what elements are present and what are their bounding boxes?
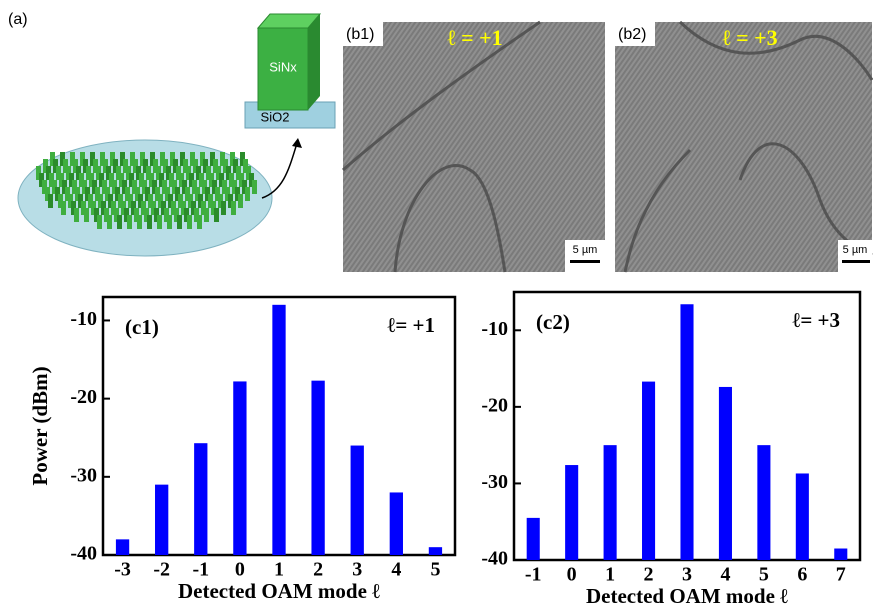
x-tick-label: -2 (153, 559, 170, 581)
bar (834, 549, 847, 560)
x-tick-label: 3 (682, 564, 692, 586)
x-tick-label: 2 (644, 564, 654, 586)
pillar (167, 215, 172, 229)
pillar (187, 215, 192, 229)
pillar (84, 208, 89, 222)
pillar (252, 180, 257, 194)
pillar (61, 201, 66, 215)
x-tick-label: 5 (430, 559, 440, 581)
arrowhead (292, 138, 302, 148)
scale-bar (842, 260, 870, 263)
pillar (48, 194, 53, 208)
pillar (238, 194, 243, 208)
mode-label: ℓ = +3 (722, 25, 777, 50)
y-tick-label: -30 (481, 471, 508, 493)
pillar (221, 201, 226, 215)
pillar-label: SiNx (269, 59, 297, 74)
mode-annotation: ℓ= +1 (387, 313, 435, 337)
pillar (107, 215, 112, 229)
pillar (157, 215, 162, 229)
sem-image (615, 22, 872, 272)
bar (719, 387, 732, 560)
mode-annotation: ℓ= +3 (792, 308, 840, 332)
scale-bar (570, 260, 600, 263)
panel-label: (b2) (618, 26, 646, 43)
base-label: SiO2 (261, 109, 290, 124)
pillar (197, 215, 202, 229)
bar (351, 446, 364, 555)
x-tick-label: 0 (567, 564, 577, 586)
bar (429, 547, 442, 555)
bar (194, 443, 207, 555)
x-tick-label: -1 (192, 559, 209, 581)
x-tick-label: 0 (235, 559, 245, 581)
x-tick-label: 4 (391, 559, 401, 581)
x-tick-label: 5 (759, 564, 769, 586)
x-tick-label: -3 (114, 559, 131, 581)
x-tick-label: 6 (797, 564, 807, 586)
page: {"figure": {"panel_a": "(a)", "pillar_to… (0, 0, 873, 609)
x-axis-label: Detected OAM mode ℓ (178, 579, 380, 603)
y-tick-label: -10 (70, 308, 97, 330)
pillar (177, 215, 182, 229)
x-tick-label: 7 (836, 564, 846, 586)
bar (757, 445, 770, 560)
bar (642, 382, 655, 560)
x-tick-label: 3 (352, 559, 362, 581)
figure: (a) SiNx SiO2 (b1) ℓ = +1 5 µm (b2) ℓ = … (0, 0, 873, 609)
pillar (147, 215, 152, 229)
bar (565, 465, 578, 560)
x-tick-label: 2 (313, 559, 323, 581)
x-tick-label: 4 (720, 564, 730, 586)
y-tick-label: -20 (481, 394, 508, 416)
pillar (137, 215, 142, 229)
bar (233, 381, 246, 555)
pillar (231, 201, 236, 215)
mode-label: ℓ = +1 (447, 25, 502, 50)
bar (272, 305, 285, 555)
pillar (117, 215, 122, 229)
x-tick-label: -1 (525, 564, 542, 586)
panel-label: (b1) (346, 26, 374, 43)
y-tick-label: -10 (481, 318, 508, 340)
bar (796, 473, 809, 560)
pillar (214, 208, 219, 222)
y-axis-label: Power (dBm) (28, 366, 52, 485)
bar (155, 485, 168, 555)
scale-label: 5 µm (573, 244, 598, 256)
pillar-side (308, 14, 320, 110)
x-tick-label: 1 (274, 559, 284, 581)
y-tick-label: -20 (70, 386, 97, 408)
sem-image (343, 22, 605, 272)
panel-label: (c1) (125, 315, 159, 339)
pillar (204, 208, 209, 222)
y-tick-label: -40 (70, 543, 97, 565)
pillar (97, 215, 102, 229)
bar (527, 518, 540, 560)
panel-label: (a) (8, 11, 28, 28)
x-tick-label: 1 (605, 564, 615, 586)
bar (116, 539, 129, 555)
bar (311, 381, 324, 555)
y-tick-label: -40 (481, 548, 508, 570)
bar (604, 445, 617, 560)
pillar (127, 215, 132, 229)
x-axis-label: Detected OAM mode ℓ (586, 584, 788, 608)
pillar (74, 208, 79, 222)
y-tick-label: -30 (70, 464, 97, 486)
bar (390, 492, 403, 555)
scale-label: 5 µm (843, 244, 868, 256)
panel-label: (c2) (536, 310, 570, 334)
bar (680, 304, 693, 560)
pillar (245, 187, 250, 201)
